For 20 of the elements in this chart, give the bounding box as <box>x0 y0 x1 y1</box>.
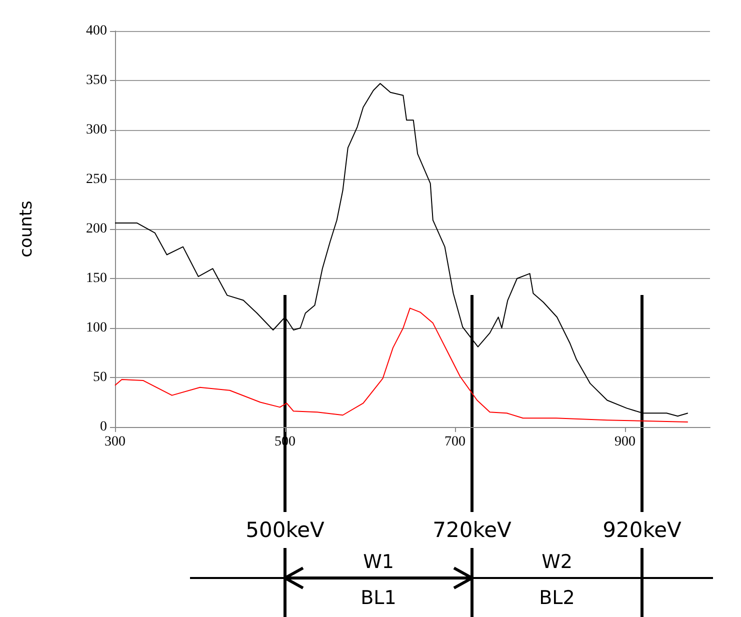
text: BL2 <box>539 587 575 609</box>
y-tick-label: 150 <box>86 271 107 286</box>
y-tick-label: 50 <box>93 370 107 385</box>
y-tick-label: 350 <box>86 73 107 88</box>
y-tick-label: 300 <box>86 122 107 138</box>
text: W1 <box>363 551 394 573</box>
x-tick-label: 700 <box>444 434 466 450</box>
ref-line-label: 720keV <box>432 518 512 542</box>
y-axis-title: counts <box>16 200 36 258</box>
y-tick-label: 100 <box>86 320 107 336</box>
x-tick-label: 900 <box>614 434 636 450</box>
text: W2 <box>542 551 572 573</box>
y-tick-label: 200 <box>86 222 107 236</box>
x-tick-label: 300 <box>104 434 126 450</box>
y-tick-label: 400 <box>86 24 107 38</box>
text: BL1 <box>360 587 396 609</box>
ref-line-label: 500keV <box>246 518 326 542</box>
y-tick-label: 250 <box>86 172 107 187</box>
ref-line-label: 920keV <box>602 518 682 542</box>
y-tick-label: 0 <box>100 420 107 434</box>
